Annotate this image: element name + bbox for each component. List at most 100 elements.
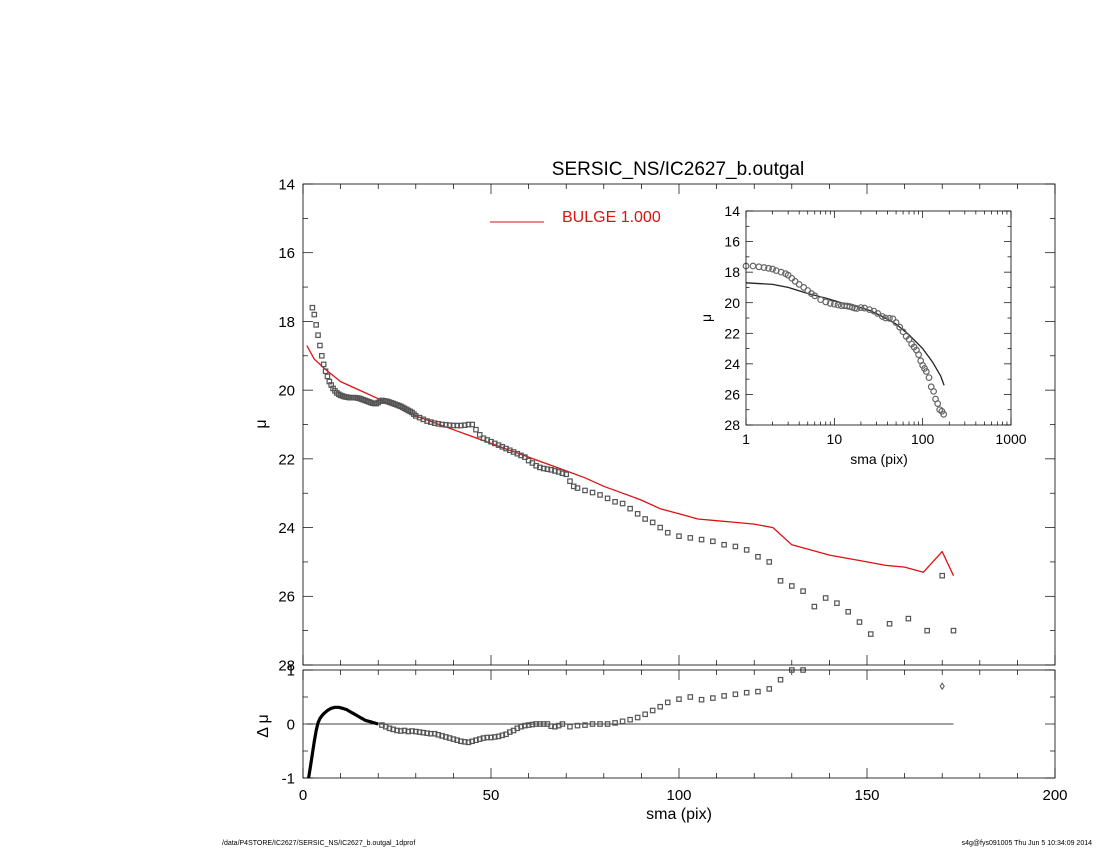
y-tick-label: 16 bbox=[724, 234, 740, 250]
data-point bbox=[465, 739, 472, 746]
data-point bbox=[856, 619, 863, 625]
data-point bbox=[811, 292, 819, 300]
data-point bbox=[765, 264, 772, 272]
y-tick-label: 28 bbox=[278, 657, 295, 674]
y-tick-label: 26 bbox=[724, 386, 740, 402]
data-point bbox=[619, 718, 626, 725]
data-point bbox=[428, 419, 434, 425]
data-point bbox=[443, 422, 449, 428]
data-point bbox=[922, 368, 930, 375]
data-point bbox=[311, 311, 318, 318]
data-point bbox=[401, 727, 408, 734]
data-point bbox=[766, 559, 773, 565]
y-tick-label: 18 bbox=[278, 314, 295, 331]
data-point bbox=[939, 682, 945, 691]
data-point bbox=[664, 529, 671, 536]
data-point bbox=[405, 728, 412, 735]
data-point bbox=[589, 721, 596, 727]
data-point bbox=[431, 420, 438, 426]
data-point bbox=[420, 729, 427, 736]
y-tick-label: 24 bbox=[724, 356, 740, 372]
data-point bbox=[390, 726, 397, 733]
data-point bbox=[710, 538, 716, 545]
data-point bbox=[424, 418, 430, 424]
data-point bbox=[612, 499, 618, 505]
data-point bbox=[874, 310, 882, 317]
data-point bbox=[313, 322, 319, 328]
data-point bbox=[555, 469, 562, 475]
data-point bbox=[540, 465, 547, 472]
data-point bbox=[777, 268, 785, 276]
data-point bbox=[322, 368, 329, 375]
data-point bbox=[822, 595, 829, 601]
data-point bbox=[950, 627, 957, 634]
data-point bbox=[439, 421, 445, 428]
data-point bbox=[777, 578, 784, 584]
data-point bbox=[619, 500, 626, 507]
data-point bbox=[822, 298, 830, 306]
data-point bbox=[435, 421, 442, 427]
data-point bbox=[450, 736, 457, 742]
data-point bbox=[760, 264, 768, 271]
data-point bbox=[721, 693, 727, 699]
y-tick-label: 22 bbox=[278, 451, 295, 468]
data-point bbox=[612, 720, 618, 726]
data-point bbox=[882, 314, 889, 322]
data-point bbox=[431, 730, 438, 737]
x-tick-label: 10 bbox=[827, 431, 843, 447]
y-tick-labels: 14 16 18 20 22 24 26 28 bbox=[724, 203, 740, 433]
data-point bbox=[885, 314, 893, 322]
data-point bbox=[324, 373, 331, 380]
data-point bbox=[488, 734, 494, 741]
data-point bbox=[930, 387, 938, 395]
data-point bbox=[552, 723, 558, 730]
x-tick-label: 100 bbox=[911, 431, 935, 447]
data-point bbox=[446, 422, 453, 428]
data-point bbox=[394, 727, 400, 734]
data-point bbox=[924, 627, 930, 634]
data-point bbox=[317, 342, 323, 349]
data-point bbox=[491, 734, 498, 740]
data-point bbox=[777, 676, 784, 683]
data-point bbox=[698, 536, 705, 543]
x-tick-label: 1 bbox=[742, 431, 750, 447]
data-series bbox=[742, 262, 948, 418]
data-point bbox=[755, 688, 761, 695]
data-point bbox=[548, 467, 554, 473]
data-point bbox=[309, 304, 316, 311]
data-point bbox=[830, 300, 838, 308]
y-tick-labels: -1 0 1 bbox=[282, 662, 295, 787]
y-tick-label: 26 bbox=[278, 589, 295, 606]
data-point bbox=[766, 686, 773, 692]
inset-log-panel: μ sma (pix) 14 16 18 20 22 24 26 28 1 10 100 1000 bbox=[698, 203, 1027, 467]
data-point bbox=[687, 694, 694, 700]
data-point bbox=[409, 728, 415, 734]
data-point bbox=[495, 733, 502, 740]
data-point bbox=[676, 696, 682, 702]
x-tick-label: 0 bbox=[299, 787, 307, 804]
data-point bbox=[469, 738, 476, 745]
data-point bbox=[939, 572, 946, 579]
y-tick-label: 20 bbox=[278, 383, 295, 400]
data-point bbox=[446, 735, 453, 741]
data-point bbox=[435, 731, 442, 738]
data-point bbox=[582, 487, 588, 494]
series-line bbox=[307, 705, 379, 779]
data-point bbox=[484, 734, 491, 741]
y-tick-label: 1 bbox=[287, 662, 295, 679]
data-point bbox=[657, 524, 664, 531]
data-point bbox=[559, 470, 566, 477]
footer-file-path: /data/P4STORE/IC2627/SERSIC_NS/IC2627_b.… bbox=[222, 840, 416, 847]
data-point bbox=[642, 516, 648, 522]
data-point bbox=[458, 422, 464, 429]
legend-label: BULGE 1.000 bbox=[562, 209, 661, 226]
y-axis-label: μ bbox=[253, 419, 270, 428]
data-point bbox=[458, 738, 464, 745]
data-point bbox=[604, 495, 611, 502]
y-tick-label: 14 bbox=[278, 176, 295, 193]
y-tick-labels: 14 16 18 20 22 24 26 28 bbox=[278, 176, 295, 674]
model-series bbox=[745, 282, 945, 386]
data-point bbox=[473, 737, 479, 744]
data-point bbox=[567, 723, 573, 730]
data-point bbox=[537, 721, 543, 727]
